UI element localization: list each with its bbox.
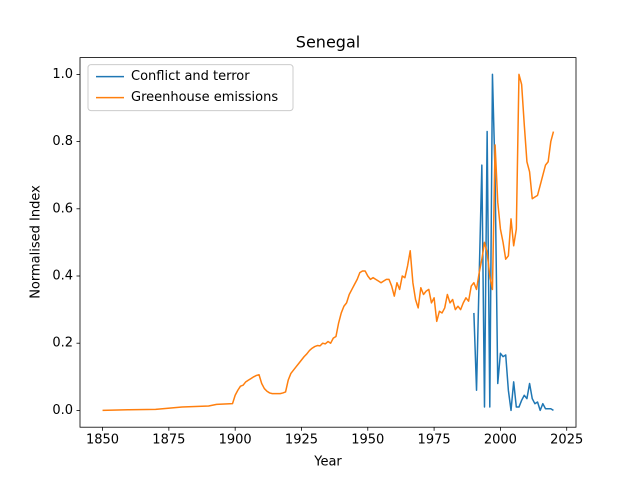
y-tick-label: 0.0 — [52, 403, 73, 418]
x-tick-label: 2025 — [550, 433, 583, 448]
y-axis-label: Normalised Index — [29, 185, 44, 299]
chart-title: Senegal — [296, 33, 360, 52]
data-line — [473, 73, 554, 412]
y-tick-label: 0.4 — [52, 269, 73, 284]
data-line — [102, 73, 555, 412]
legend-label: Greenhouse emissions — [131, 90, 278, 105]
y-tick-label: 0.2 — [52, 336, 73, 351]
x-tick-label: 1850 — [86, 433, 119, 448]
y-tick-label: 1.0 — [52, 67, 73, 82]
y-tick-label: 0.8 — [52, 134, 73, 149]
x-tick-label: 1950 — [351, 433, 384, 448]
y-tick-label: 0.6 — [52, 201, 73, 216]
legend-label: Conflict and terror — [131, 69, 250, 84]
x-tick-label: 1925 — [285, 433, 318, 448]
x-tick-label: 1875 — [152, 433, 185, 448]
x-tick-label: 1900 — [219, 433, 252, 448]
x-axis-label: Year — [313, 455, 342, 470]
x-tick-label: 2000 — [484, 433, 517, 448]
plot-frame — [79, 57, 577, 428]
legend-box — [87, 64, 294, 112]
legend: Conflict and terror Greenhouse emissions — [87, 64, 294, 112]
x-tick-label: 1975 — [418, 433, 451, 448]
